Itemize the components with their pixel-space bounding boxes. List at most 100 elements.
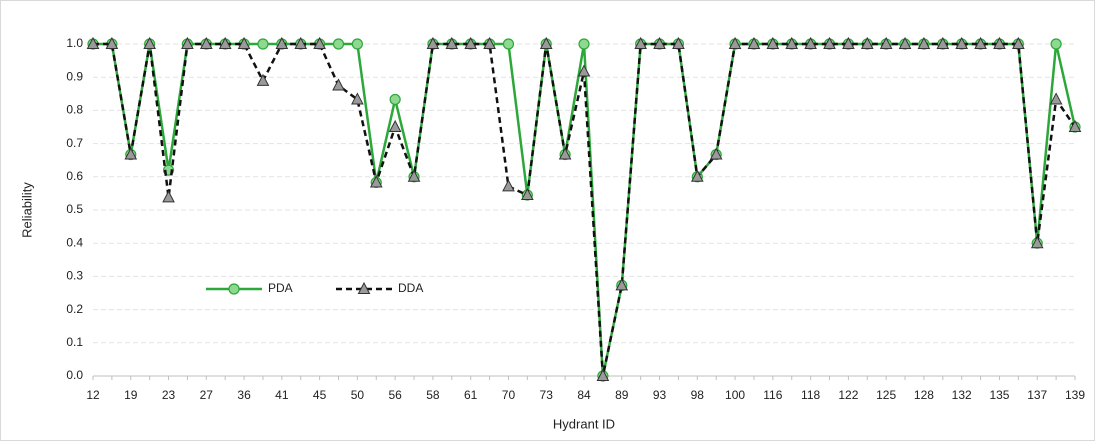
y-tick-label: 0.9 — [66, 69, 83, 83]
point — [672, 36, 685, 49]
x-tick-label: 100 — [725, 388, 745, 402]
point — [1012, 36, 1025, 49]
point — [199, 36, 213, 49]
point — [539, 36, 553, 49]
x-tick-label: 89 — [615, 388, 629, 402]
point — [502, 179, 515, 192]
point — [879, 36, 893, 49]
legend-marker — [228, 283, 240, 295]
point — [521, 187, 534, 201]
x-tick-label: 93 — [653, 388, 667, 402]
point — [351, 38, 363, 50]
y-tick-label: 0.1 — [66, 335, 83, 349]
point — [105, 36, 119, 49]
x-tick-label: 27 — [200, 388, 214, 402]
point — [709, 147, 723, 160]
point — [842, 36, 855, 49]
x-tick-label: 73 — [540, 388, 554, 402]
point — [577, 64, 591, 77]
point — [181, 36, 194, 49]
point — [936, 36, 950, 49]
point — [558, 147, 572, 160]
point — [766, 36, 780, 49]
y-tick-label: 0.2 — [66, 302, 83, 316]
x-tick-label: 58 — [426, 388, 440, 402]
point — [596, 368, 610, 381]
x-axis-title: Hydrant ID — [553, 416, 615, 431]
point — [256, 73, 270, 86]
point — [578, 38, 590, 50]
x-tick-label: 128 — [914, 388, 934, 402]
point — [1030, 236, 1044, 249]
x-tick-label: 84 — [577, 388, 591, 402]
point — [257, 38, 269, 50]
x-tick-label: 98 — [691, 388, 705, 402]
x-tick-label: 56 — [388, 388, 402, 402]
point — [332, 38, 345, 50]
point — [804, 36, 817, 49]
point — [351, 92, 364, 105]
x-tick-label: 125 — [876, 388, 896, 402]
point — [785, 36, 799, 49]
point — [898, 36, 912, 49]
legend-marker — [357, 281, 371, 294]
point — [955, 36, 969, 49]
x-tick-label: 122 — [838, 388, 858, 402]
point — [426, 36, 440, 49]
point — [389, 93, 401, 106]
point — [728, 36, 742, 49]
point — [917, 36, 931, 49]
point — [653, 36, 666, 49]
legend-label: DDA — [398, 281, 423, 295]
x-tick-label: 50 — [351, 388, 365, 402]
point — [124, 147, 138, 160]
x-tick-label: 118 — [801, 388, 820, 402]
legend-label: PDA — [268, 281, 293, 295]
x-tick-label: 23 — [162, 388, 176, 402]
x-tick-label: 45 — [313, 388, 327, 402]
point — [143, 36, 156, 49]
y-tick-label: 0.6 — [66, 169, 83, 183]
point — [690, 169, 704, 182]
x-tick-label: 19 — [124, 388, 138, 402]
point — [332, 78, 345, 91]
x-tick-label: 132 — [952, 388, 972, 402]
point — [86, 36, 100, 49]
point — [369, 175, 383, 188]
y-tick-label: 1.0 — [66, 36, 83, 50]
point — [502, 38, 515, 50]
point — [1050, 38, 1062, 50]
point — [294, 36, 308, 49]
y-axis-title: Reliability — [19, 182, 34, 238]
x-tick-label: 61 — [464, 388, 478, 402]
x-tick-label: 135 — [989, 388, 1009, 402]
point — [1068, 119, 1082, 132]
point — [993, 36, 1006, 49]
point — [1049, 92, 1063, 105]
point — [275, 36, 289, 49]
point — [237, 36, 251, 49]
x-tick-label: 41 — [275, 388, 289, 402]
x-tick-label: 116 — [763, 388, 782, 402]
point — [388, 119, 402, 132]
x-tick-label: 70 — [502, 388, 516, 402]
y-tick-label: 0.7 — [66, 136, 83, 150]
x-tick-label: 12 — [86, 388, 100, 402]
point — [860, 36, 874, 49]
x-tick-label: 36 — [237, 388, 251, 402]
point — [483, 36, 496, 49]
x-tick-label: 139 — [1065, 388, 1085, 402]
x-tick-label: 137 — [1027, 388, 1047, 402]
y-tick-label: 0.5 — [66, 202, 83, 216]
point — [407, 169, 421, 182]
y-tick-label: 0.8 — [66, 103, 83, 117]
point — [464, 36, 478, 49]
point — [823, 36, 836, 49]
point — [634, 36, 647, 49]
point — [218, 36, 232, 49]
point — [615, 278, 629, 291]
point — [313, 36, 326, 49]
y-tick-label: 0.4 — [66, 235, 83, 249]
point — [162, 190, 175, 203]
